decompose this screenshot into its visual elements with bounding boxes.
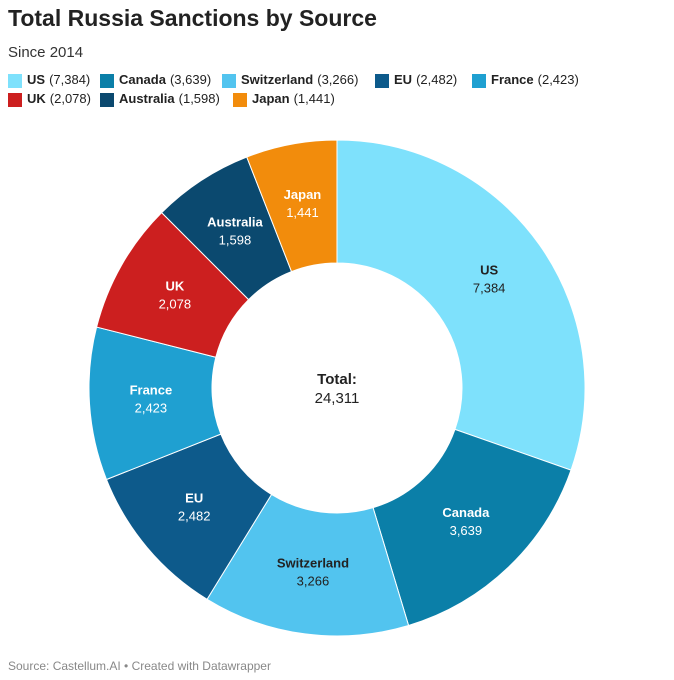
legend-name: Canada xyxy=(119,72,167,87)
legend-swatch xyxy=(472,74,486,88)
legend-name: Japan xyxy=(252,91,290,106)
legend-name: Switzerland xyxy=(241,72,313,87)
slice-label: Japan xyxy=(284,187,322,202)
legend-value: (3,639) xyxy=(170,72,211,87)
donut-slice xyxy=(336,139,586,471)
legend-value: (2,482) xyxy=(416,72,457,87)
slice-label: Switzerland xyxy=(277,555,349,570)
legend-value: (7,384) xyxy=(49,72,90,87)
legend-entry: EU (2,482) xyxy=(394,72,457,87)
legend-swatch xyxy=(222,74,236,88)
legend-name: France xyxy=(491,72,534,87)
slice-value: 7,384 xyxy=(473,281,506,296)
slice-label: EU xyxy=(185,490,203,505)
legend-swatch xyxy=(100,74,114,88)
legend-entry: UK (2,078) xyxy=(27,91,91,106)
donut-slice xyxy=(246,139,338,273)
slice-label: UK xyxy=(165,278,184,293)
slice-value: 3,266 xyxy=(297,573,330,588)
donut-slice xyxy=(372,428,572,627)
legend-entry: Canada (3,639) xyxy=(119,72,211,87)
legend-value: (2,423) xyxy=(538,72,579,87)
slice-label: Australia xyxy=(207,214,263,229)
legend-value: (1,441) xyxy=(294,91,335,106)
slice-label: Canada xyxy=(442,505,490,520)
legend-name: EU xyxy=(394,72,412,87)
slice-value: 2,078 xyxy=(159,296,192,311)
center-total: 24,311 xyxy=(315,390,360,407)
legend-swatch xyxy=(233,93,247,107)
slice-value: 2,482 xyxy=(178,508,211,523)
legend-value: (3,266) xyxy=(317,72,358,87)
legend-name: US xyxy=(27,72,45,87)
legend-swatch xyxy=(8,93,22,107)
legend-swatch xyxy=(100,93,114,107)
legend-name: UK xyxy=(27,91,46,106)
legend-entry: Australia (1,598) xyxy=(119,91,220,106)
slice-value: 1,598 xyxy=(219,232,252,247)
chart-subtitle: Since 2014 xyxy=(8,44,83,61)
legend-value: (2,078) xyxy=(50,91,91,106)
legend-name: Australia xyxy=(119,91,175,106)
legend-swatch xyxy=(375,74,389,88)
legend-entry: Japan (1,441) xyxy=(252,91,335,106)
legend-entry: Switzerland (3,266) xyxy=(241,72,358,87)
chart-title: Total Russia Sanctions by Source xyxy=(8,5,377,31)
legend-entry: US (7,384) xyxy=(27,72,90,87)
slice-label: France xyxy=(130,383,173,398)
slice-value: 3,639 xyxy=(450,523,483,538)
center-label: Total: xyxy=(317,371,357,388)
slice-value: 2,423 xyxy=(135,401,168,416)
legend-swatch xyxy=(8,74,22,88)
slice-label: US xyxy=(480,263,498,278)
legend-entry: France (2,423) xyxy=(491,72,579,87)
slice-value: 1,441 xyxy=(286,205,319,220)
legend-value: (1,598) xyxy=(179,91,220,106)
source: Source: Castellum.AI • Created with Data… xyxy=(8,659,271,673)
